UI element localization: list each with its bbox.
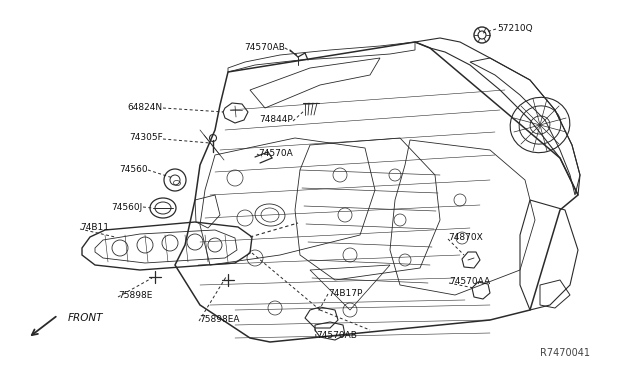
Text: 74B11: 74B11 (80, 224, 109, 232)
Text: FRONT: FRONT (68, 313, 104, 323)
Text: 74570AA: 74570AA (449, 278, 490, 286)
Text: 74305F: 74305F (129, 134, 163, 142)
Text: 57210Q: 57210Q (497, 23, 532, 32)
Text: 74870X: 74870X (448, 234, 483, 243)
Text: 74570AB: 74570AB (244, 44, 285, 52)
Text: 74560J: 74560J (111, 202, 142, 212)
Text: 75898EA: 75898EA (199, 315, 239, 324)
Text: 64824N: 64824N (128, 103, 163, 112)
Text: R7470041: R7470041 (540, 348, 590, 358)
Text: 74B17P: 74B17P (328, 289, 362, 298)
Text: 74560: 74560 (120, 166, 148, 174)
Text: 74570AB: 74570AB (316, 331, 357, 340)
Text: 75898E: 75898E (118, 292, 152, 301)
Text: 74570A: 74570A (258, 148, 292, 157)
Text: 74844P: 74844P (259, 115, 293, 125)
